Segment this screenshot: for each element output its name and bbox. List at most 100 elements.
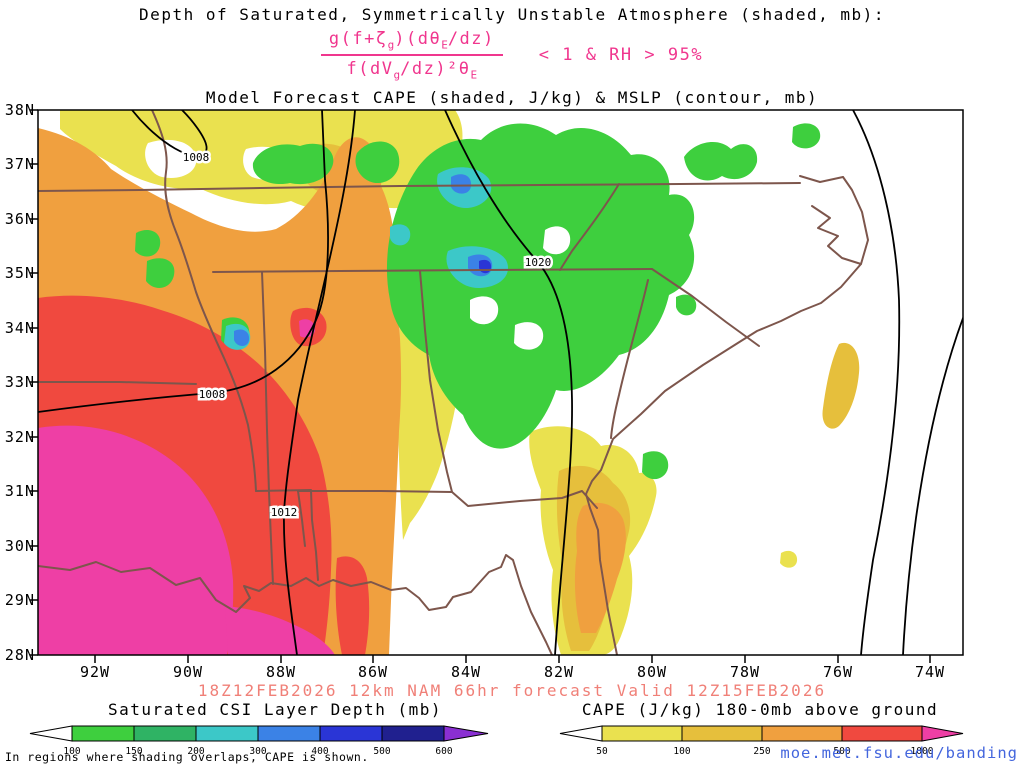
lon-tick-label: 88W [266,663,296,681]
border-line [151,110,257,492]
website-link[interactable]: moe.met.fsu.edu/banding [780,744,1018,762]
colorbar-segment [761,725,843,742]
lon-tick-label: 74W [915,663,945,681]
white-gap [145,139,197,178]
colorbar-tick-label: 300 [249,746,266,757]
lon-axis-labels: 92W 90W 88W 86W 84W 82W 80W 78W 76W 74W [80,663,945,681]
border-line [419,270,453,493]
shaded-region [135,230,161,257]
lat-tick-label: 38N [5,101,35,119]
shaded-region [479,259,492,274]
border-line [38,381,197,385]
colorbar-tick-label: 500 [373,746,390,757]
contour-labels: 1008 1020 1008 1012 [180,149,554,522]
shaded-region [299,319,316,338]
shaded-region [355,141,400,184]
lat-tick-label: 35N [5,264,35,282]
lat-tick-label: 31N [5,482,35,500]
colorbar-tick-label: 200 [187,746,204,757]
colorbar-arrow-left [559,725,603,742]
border-line [651,268,760,347]
colorbar-arrow-left [29,725,73,742]
lat-tick-label: 33N [5,373,35,391]
contour-line [283,110,356,655]
contour-label: 1008 [183,151,210,164]
forecast-validity-line: 18Z12FEB2026 12km NAM 66hr forecast Vali… [197,681,827,700]
coast-line [799,175,844,183]
formula-numerator: g(f+ζg)(dθE/dz) [320,29,503,57]
csi-colorbar-ticks: 100 150 200 300 400 500 600 [63,746,452,757]
border-line [255,489,319,581]
border-line [297,490,598,509]
axis-ticks [30,109,931,663]
lon-tick-label: 80W [637,663,667,681]
shaded-region [335,556,370,655]
colorbar-segment [319,725,383,742]
colorbar-tick-label: 150 [125,746,142,757]
border-line [297,490,306,547]
colorbar-segment [71,725,135,742]
csi-colorbar [29,725,489,742]
cape-colorbar-title: CAPE (J/kg) 180-0mb above ground [581,700,939,719]
lat-tick-label: 36N [5,210,35,228]
shaded-region [38,425,234,655]
white-gap [543,226,571,255]
contour-line [444,110,573,655]
contour-label: 1008 [199,388,226,401]
colorbar-arrow-right [443,725,489,742]
cape-colorbar-ticks: 50 100 250 500 1000 [596,746,933,757]
contour-line [38,110,329,413]
subtitle: Model Forecast CAPE (shaded, J/kg) & MSL… [205,88,819,107]
coast-line [811,205,862,265]
colorbar-tick-label: 100 [673,746,690,757]
cape-magenta-regions [38,319,335,655]
lon-tick-label: 76W [823,663,853,681]
shaded-region [146,258,175,288]
shaded-region [225,606,335,655]
lon-tick-label: 86W [358,663,388,681]
lon-tick-label: 78W [730,663,760,681]
lat-tick-label: 30N [5,537,35,555]
colorbar-segment [681,725,763,742]
formula-fraction: g(f+ζg)(dθE/dz) f(dVg/dz)²θE [320,29,503,82]
border-line [261,271,274,585]
colorbar-segment [133,725,197,742]
formula-condition: < 1 & RH > 95% [538,45,704,66]
white-gap [514,322,544,350]
cape-colorbar [559,725,964,742]
contour-label: 1020 [525,256,552,269]
lat-tick-label: 34N [5,319,35,337]
shaded-region [642,451,669,480]
colorbar-tick-label: 400 [311,746,328,757]
page-title: Depth of Saturated, Symmetrically Unstab… [139,5,885,24]
lon-tick-label: 84W [451,663,481,681]
colorbar-tick-label: 100 [63,746,80,757]
colorbar-tick-label: 250 [753,746,770,757]
formula-denominator: f(dVg/dz)²θE [346,59,478,82]
colorbar-tick-label: 500 [833,746,850,757]
shaded-region [792,123,821,149]
border-line [212,268,653,273]
lat-tick-label: 32N [5,428,35,446]
shaded-region [780,550,798,568]
shaded-region [676,294,697,316]
white-gap-regions-green [470,226,571,350]
lon-tick-label: 82W [544,663,574,681]
white-gap [470,296,499,325]
lat-axis-labels: 38N 37N 36N 35N 34N 33N 32N 31N 30N 29N … [5,101,35,664]
colorbar-segment [195,725,259,742]
csi-darkblue-regions [479,259,492,274]
csi-colorbar-title: Saturated CSI Layer Depth (mb) [108,700,442,719]
border-line [610,279,649,439]
lat-tick-label: 29N [5,591,35,609]
contour-line [852,110,901,655]
lat-tick-label: 28N [5,646,35,664]
shaded-region [451,174,472,194]
colorbar-segment [257,725,321,742]
shaded-region [822,342,860,429]
colorbar-tick-label: 1000 [911,746,934,757]
mslp-contours [38,110,963,655]
overlap-note: In regions where shading overlaps, CAPE … [5,750,369,764]
